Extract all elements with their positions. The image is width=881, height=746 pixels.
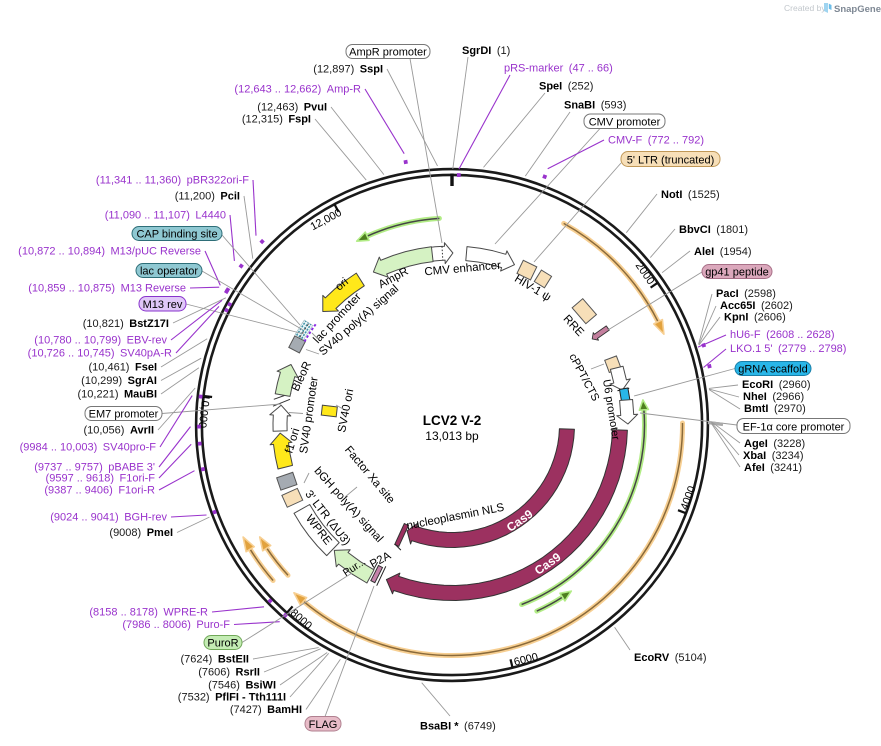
svg-text:SgrDI (1): SgrDI (1) [462, 45, 510, 57]
svg-text:BbvCI (1801): BbvCI (1801) [679, 224, 748, 236]
svg-text:(8158 .. 8178) WPRE-R: (8158 .. 8178) WPRE-R [89, 607, 208, 619]
svg-text:(11,090 .. 11,107) L4440: (11,090 .. 11,107) L4440 [105, 210, 226, 222]
svg-text:SnapGene: SnapGene [834, 4, 881, 15]
svg-text:(10,221) MauBI: (10,221) MauBI [78, 389, 157, 401]
svg-text:CMV-F (772 .. 792): CMV-F (772 .. 792) [608, 135, 704, 147]
svg-text:(10,859 .. 10,875) M13 Reverse: (10,859 .. 10,875) M13 Reverse [28, 283, 186, 295]
svg-text:(9024 .. 9041) BGH-rev: (9024 .. 9041) BGH-rev [50, 512, 167, 524]
svg-text:(7624) BstEII: (7624) BstEII [181, 654, 249, 666]
svg-text:pRS-marker (47 .. 66): pRS-marker (47 .. 66) [504, 63, 613, 75]
svg-text:PuroR: PuroR [207, 637, 238, 649]
svg-text:EM7 promoter: EM7 promoter [89, 408, 159, 420]
svg-text:M13 rev: M13 rev [143, 299, 183, 311]
svg-text:XbaI (3234): XbaI (3234) [743, 450, 804, 462]
svg-text:(7606) RsrII: (7606) RsrII [198, 667, 260, 679]
svg-text:BsaBI * (6749): BsaBI * (6749) [420, 721, 496, 733]
svg-text:BmtI (2970): BmtI (2970) [744, 403, 806, 415]
svg-text:hU6-F (2608 .. 2628): hU6-F (2608 .. 2628) [730, 329, 835, 341]
svg-text:(10,726 .. 10,745) SV40pA-R: (10,726 .. 10,745) SV40pA-R [28, 348, 172, 360]
svg-text:(10,780 .. 10,799) EBV-rev: (10,780 .. 10,799) EBV-rev [34, 335, 167, 347]
svg-text:(11,341 .. 11,360) pBR322ori-F: (11,341 .. 11,360) pBR322ori-F [96, 175, 249, 187]
svg-text:KpnI (2606): KpnI (2606) [724, 312, 786, 324]
svg-text:(12,897) SspI: (12,897) SspI [313, 64, 383, 76]
svg-text:(7532) PflFI - Tth111I: (7532) PflFI - Tth111I [178, 692, 286, 704]
svg-text:CAP binding site: CAP binding site [136, 228, 217, 240]
svg-text:(9387 .. 9406) F1ori-R: (9387 .. 9406) F1ori-R [44, 485, 155, 497]
svg-text:(9008) PmeI: (9008) PmeI [109, 527, 173, 539]
svg-text:NotI (1525): NotI (1525) [661, 189, 720, 201]
svg-text:5' LTR (truncated): 5' LTR (truncated) [627, 154, 714, 166]
svg-text:AleI (1954): AleI (1954) [694, 246, 751, 258]
svg-text:(10,821) BstZ17I: (10,821) BstZ17I [83, 318, 169, 330]
svg-text:gp41 peptide: gp41 peptide [705, 266, 769, 278]
svg-text:(12,643 .. 12,662) Amp-R: (12,643 .. 12,662) Amp-R [234, 84, 361, 96]
svg-text:AgeI (3228): AgeI (3228) [744, 438, 805, 450]
svg-text:LCV2 V-2: LCV2 V-2 [423, 413, 482, 428]
svg-text:(10,056) AvrII: (10,056) AvrII [83, 425, 154, 437]
svg-text:(10,299) SgrAI: (10,299) SgrAI [81, 375, 157, 387]
svg-text:(11,200) PciI: (11,200) PciI [175, 191, 240, 203]
svg-text:AfeI (3241): AfeI (3241) [744, 462, 802, 474]
svg-text:lac operator: lac operator [140, 265, 198, 277]
svg-text:13,013 bp: 13,013 bp [425, 429, 479, 443]
svg-text:(9984 .. 10,003) SV40pro-F: (9984 .. 10,003) SV40pro-F [20, 442, 157, 454]
svg-text:FLAG: FLAG [309, 719, 338, 731]
svg-text:LKO.1 5' (2779 .. 2798): LKO.1 5' (2779 .. 2798) [730, 343, 846, 355]
svg-text:6000: 6000 [513, 651, 540, 669]
svg-text:(7427) BamHI: (7427) BamHI [230, 704, 302, 716]
svg-text:(7986 .. 8006) Puro-F: (7986 .. 8006) Puro-F [122, 619, 230, 631]
svg-text:(10,872 .. 10,894) M13/pUC Rev: (10,872 .. 10,894) M13/pUC Reverse [18, 246, 201, 258]
svg-text:(12,463) PvuI: (12,463) PvuI [257, 102, 327, 114]
svg-text:SpeI (252): SpeI (252) [539, 81, 593, 93]
svg-text:(12,315) FspI: (12,315) FspI [242, 114, 311, 126]
svg-text:(10,461) FseI: (10,461) FseI [89, 362, 158, 374]
svg-text:PacI (2598): PacI (2598) [716, 288, 776, 300]
svg-text:NheI (2966): NheI (2966) [743, 391, 804, 403]
svg-text:10,000: 10,000 [196, 394, 212, 429]
svg-text:CMV promoter: CMV promoter [589, 116, 661, 128]
svg-text:gRNA scaffold: gRNA scaffold [738, 363, 808, 375]
svg-text:AmpR promoter: AmpR promoter [349, 46, 427, 58]
svg-text:EcoRV (5104): EcoRV (5104) [634, 652, 707, 664]
svg-text:EcoRI (2960): EcoRI (2960) [742, 379, 810, 391]
svg-text:Created by: Created by [784, 3, 826, 13]
svg-text:Acc65I (2602): Acc65I (2602) [720, 300, 793, 312]
svg-text:EF-1α core promoter: EF-1α core promoter [743, 421, 845, 433]
svg-text:(9737 .. 9757) pBABE 3': (9737 .. 9757) pBABE 3' [34, 462, 155, 474]
svg-text:(7546) BsiWI: (7546) BsiWI [208, 680, 276, 692]
svg-text:SnaBI (593): SnaBI (593) [564, 100, 626, 112]
svg-text:(9597 .. 9618) F1ori-F: (9597 .. 9618) F1ori-F [46, 473, 156, 485]
